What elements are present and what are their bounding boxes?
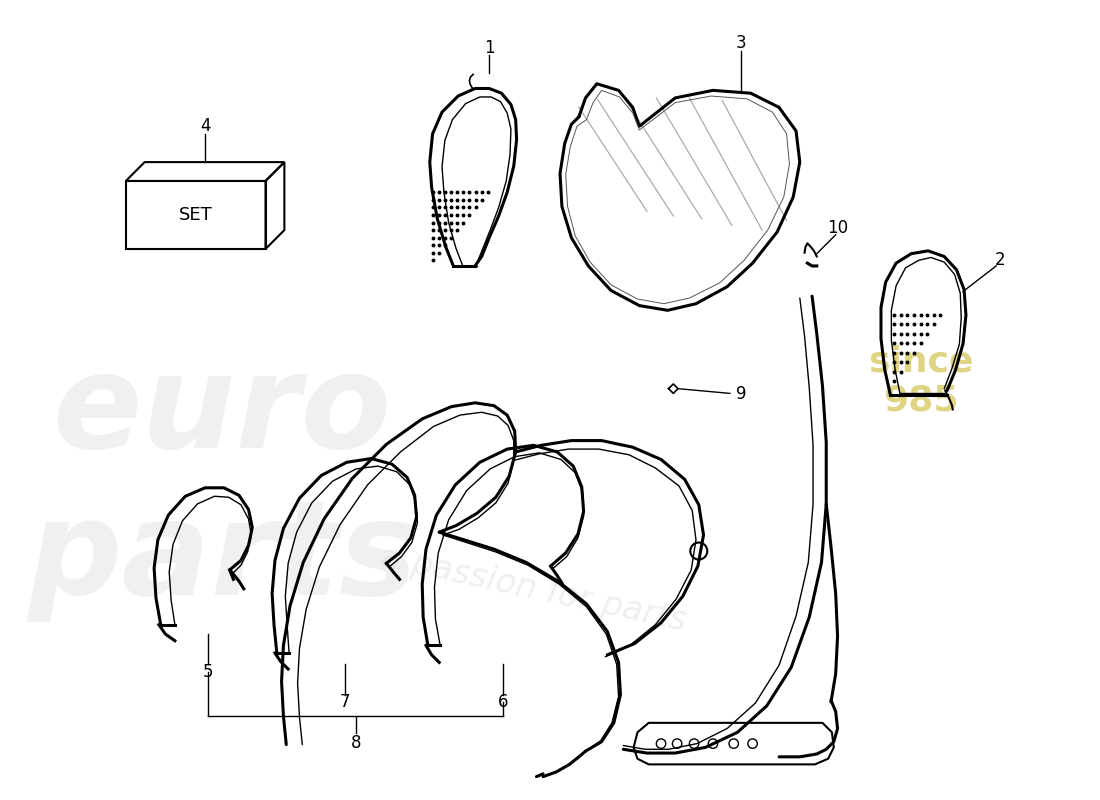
Text: 4: 4 [200,118,210,135]
Text: 7: 7 [340,693,350,711]
Text: 8: 8 [351,734,361,752]
Text: since
985: since 985 [868,345,974,418]
Text: 1: 1 [484,39,495,57]
Text: 2: 2 [994,251,1005,270]
Text: 6: 6 [498,693,508,711]
Text: 5: 5 [202,663,213,681]
Text: 10: 10 [827,219,848,237]
Text: euro
parts: euro parts [26,348,417,622]
Text: 3: 3 [736,34,747,52]
Text: 9: 9 [736,386,747,403]
Text: a passion for parts: a passion for parts [378,540,690,638]
Text: SET: SET [179,206,212,224]
